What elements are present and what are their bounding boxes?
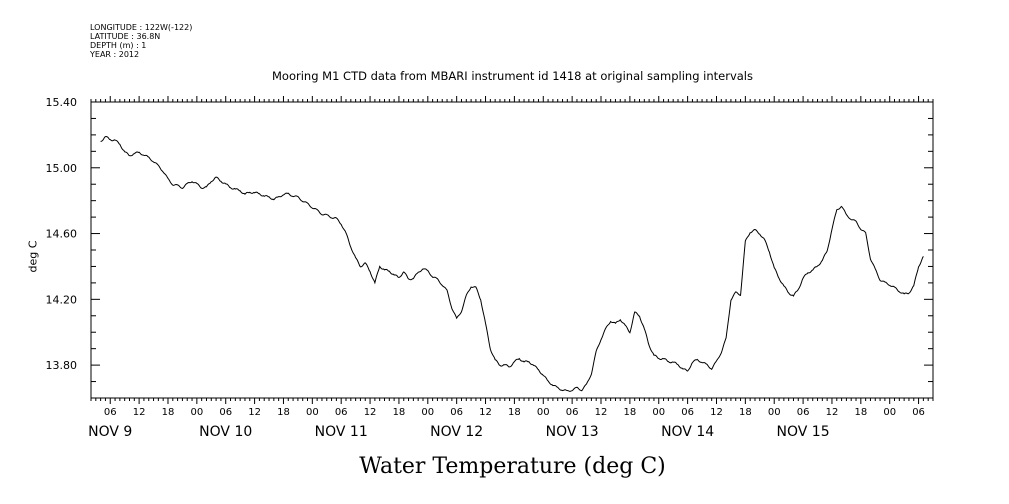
x-hour-label: 00 [190,407,203,418]
x-hour-label: 18 [162,407,175,418]
x-hour-label: 00 [306,407,319,418]
x-hour-label: 18 [739,407,752,418]
x-hour-label: 18 [393,407,406,418]
x-day-label: NOV 11 [315,424,368,440]
temperature-line [100,136,924,392]
x-hour-label: 06 [219,407,232,418]
plot-frame [90,101,934,399]
x-hour-label: 06 [912,407,925,418]
variable-title: Water Temperature (deg C) [359,454,666,479]
x-hour-label: 12 [133,407,146,418]
x-day-label: NOV 14 [661,424,714,440]
x-hour-label: 12 [710,407,723,418]
x-hour-label: 00 [652,407,665,418]
x-hour-label: 06 [450,407,463,418]
x-hour-label: 12 [364,407,377,418]
x-hour-label: 18 [624,407,637,418]
x-hour-label: 12 [595,407,608,418]
x-hour-label: 00 [421,407,434,418]
x-hour-label: 06 [797,407,810,418]
y-tick-label: 13.80 [46,359,78,372]
y-tick-label: 14.60 [46,228,78,241]
x-hour-label: 00 [537,407,550,418]
x-hour-label: 06 [681,407,694,418]
x-hour-label: 00 [883,407,896,418]
x-day-label: NOV 15 [777,424,830,440]
meta-latitude: LATITUDE : 36.8N [90,32,161,41]
meta-depth: DEPTH (m) : 1 [90,41,147,50]
x-day-label: NOV 9 [88,424,132,440]
x-hour-label: 12 [248,407,261,418]
y-tick-label: 15.00 [46,162,78,175]
x-hour-label: 12 [479,407,492,418]
x-hour-label: 12 [826,407,839,418]
x-hour-label: 00 [768,407,781,418]
x-hour-label: 18 [277,407,290,418]
meta-year: YEAR : 2012 [90,50,140,59]
x-hour-label: 06 [104,407,117,418]
x-hour-label: 18 [854,407,867,418]
y-tick-label: 14.20 [46,293,78,306]
meta-longitude: LONGITUDE : 122W(-122) [90,23,193,32]
x-hour-label: 18 [508,407,521,418]
x-day-label: NOV 13 [546,424,599,440]
x-hour-label: 06 [566,407,579,418]
y-tick-label: 15.40 [46,96,78,109]
x-hour-label: 06 [335,407,348,418]
x-day-label: NOV 12 [430,424,483,440]
chart-title: Mooring M1 CTD data from MBARI instrumen… [272,69,753,83]
x-day-label: NOV 10 [199,424,252,440]
